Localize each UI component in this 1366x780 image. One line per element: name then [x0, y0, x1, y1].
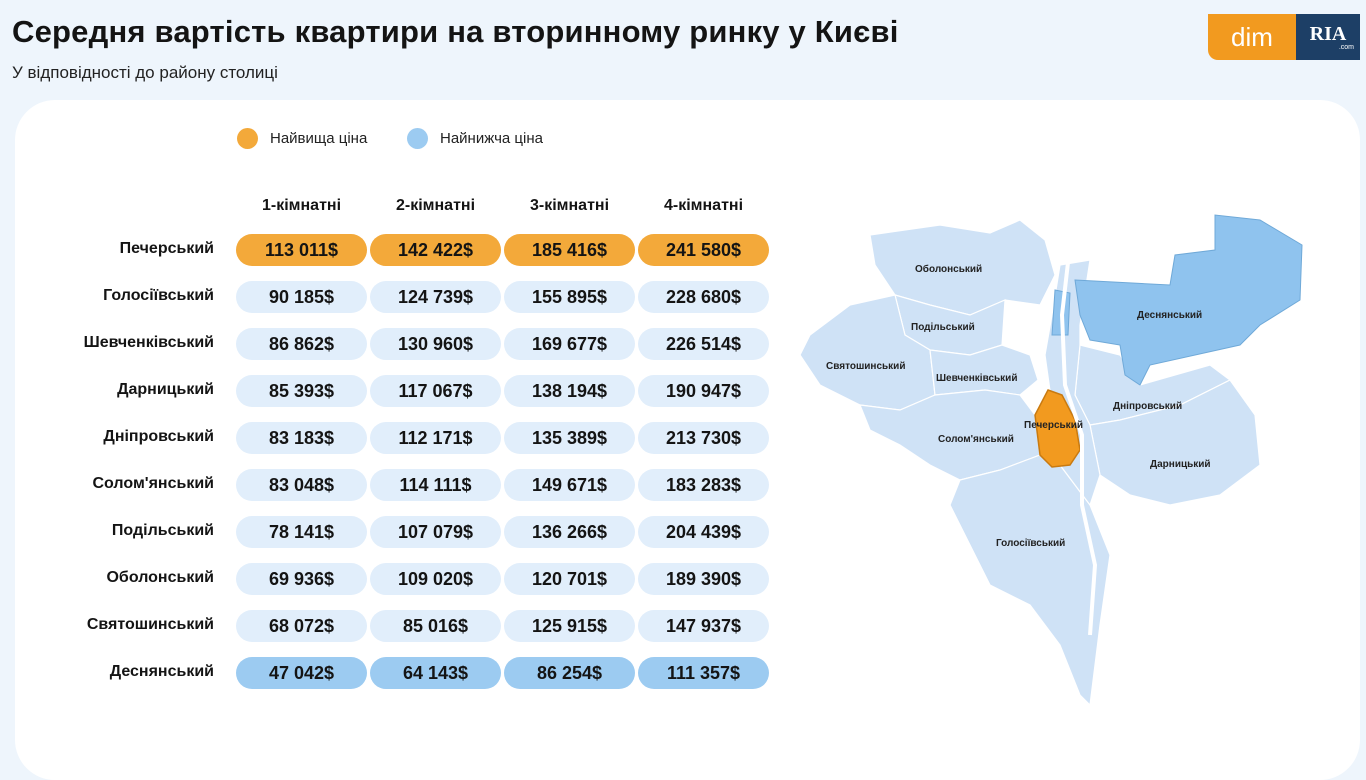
price-cell: 69 936$ — [236, 563, 367, 595]
price-cell: 125 915$ — [504, 610, 635, 642]
price-cell: 228 680$ — [638, 281, 769, 313]
legend-label: Найвища ціна — [270, 130, 368, 147]
map-label-solomianskyi: Солом'янський — [938, 434, 1014, 445]
price-cell: 213 730$ — [638, 422, 769, 454]
map-label-sviatoshynskyi: Святошинський — [826, 361, 905, 372]
price-cell: 85 016$ — [370, 610, 501, 642]
map-label-dniprovskyi: Дніпровський — [1113, 401, 1182, 412]
price-cell: 135 389$ — [504, 422, 635, 454]
price-cell: 226 514$ — [638, 328, 769, 360]
price-cell: 83 048$ — [236, 469, 367, 501]
map-dnipro-river — [1059, 244, 1098, 636]
logo-dim: dim — [1208, 14, 1296, 60]
row-label-district: Дарницький — [117, 381, 214, 398]
price-cell: 169 677$ — [504, 328, 635, 360]
legend-lowest: Найнижча ціна — [407, 128, 543, 149]
map-desnianskyi — [1074, 214, 1303, 386]
map-label-shevchenkivskyi: Шевченківський — [936, 373, 1017, 384]
price-cell: 107 079$ — [370, 516, 501, 548]
price-cell: 117 067$ — [370, 375, 501, 407]
row-label-district: Шевченківський — [83, 334, 214, 351]
legend-label: Найнижча ціна — [440, 130, 543, 147]
legend-dot-orange — [237, 128, 258, 149]
price-cell: 241 580$ — [638, 234, 769, 266]
map-label-desnianskyi: Деснянський — [1137, 310, 1202, 321]
price-cell: 64 143$ — [370, 657, 501, 689]
price-cell: 85 393$ — [236, 375, 367, 407]
price-cell: 190 947$ — [638, 375, 769, 407]
price-cell: 149 671$ — [504, 469, 635, 501]
row-label-district: Дніпровський — [103, 428, 214, 445]
logo-ria-text: RIA — [1309, 22, 1347, 45]
map-label-darnytskyi: Дарницький — [1150, 459, 1211, 470]
price-cell: 47 042$ — [236, 657, 367, 689]
kyiv-district-map: Оболонський Деснянський Подільський Свят… — [799, 214, 1303, 707]
price-cell: 142 422$ — [370, 234, 501, 266]
price-cell: 86 862$ — [236, 328, 367, 360]
price-cell: 83 183$ — [236, 422, 367, 454]
page-subtitle: У відповідності до району столиці — [12, 63, 278, 82]
map-label-pecherskyi: Печерський — [1024, 420, 1083, 431]
page-title: Середня вартість квартири на вторинному … — [12, 14, 899, 49]
legend-dot-blue — [407, 128, 428, 149]
price-cell: 155 895$ — [504, 281, 635, 313]
price-cell: 120 701$ — [504, 563, 635, 595]
price-cell: 189 390$ — [638, 563, 769, 595]
price-cell: 183 283$ — [638, 469, 769, 501]
dim-ria-logo: dim RIA .com — [1208, 14, 1360, 60]
price-cell: 147 937$ — [638, 610, 769, 642]
price-cell: 78 141$ — [236, 516, 367, 548]
row-label-district: Деснянський — [109, 663, 214, 680]
row-label-district: Святошинський — [86, 616, 214, 633]
row-label-district: Подільський — [111, 522, 214, 539]
map-label-obolonskyi: Оболонський — [915, 263, 982, 275]
price-cell: 114 111$ — [370, 469, 501, 501]
price-cell: 90 185$ — [236, 281, 367, 313]
price-cell: 113 011$ — [236, 234, 367, 266]
price-cell: 111 357$ — [638, 657, 769, 689]
column-header: 2-кімнатні — [395, 197, 476, 214]
price-cell: 138 194$ — [504, 375, 635, 407]
price-cell: 109 020$ — [370, 563, 501, 595]
column-header: 4-кімнатні — [663, 197, 744, 214]
price-cell: 185 416$ — [504, 234, 635, 266]
map-darnytskyi — [1089, 379, 1261, 506]
legend-highest: Найвища ціна — [237, 128, 367, 149]
price-cell: 86 254$ — [504, 657, 635, 689]
price-cell: 124 739$ — [370, 281, 501, 313]
map-shevchenkivskyi — [929, 344, 1039, 396]
map-label-podilskyi: Подільський — [911, 322, 975, 333]
price-cell: 204 439$ — [638, 516, 769, 548]
map-pecherskyi — [1034, 389, 1081, 468]
map-label-holosiivskyi: Голосіївський — [996, 538, 1065, 549]
price-cell: 130 960$ — [370, 328, 501, 360]
row-label-district: Солом'янський — [92, 475, 215, 492]
column-header: 3-кімнатні — [529, 197, 610, 214]
price-cell: 136 266$ — [504, 516, 635, 548]
logo-ria: RIA .com — [1296, 14, 1360, 60]
row-label-district: Печерський — [119, 240, 214, 257]
price-cell: 68 072$ — [236, 610, 367, 642]
row-label-district: Голосіївський — [103, 287, 214, 304]
column-header: 1-кімнатні — [261, 197, 342, 214]
price-cell: 112 171$ — [370, 422, 501, 454]
row-label-district: Оболонський — [106, 569, 214, 586]
logo-ria-sub: .com — [1338, 43, 1354, 51]
